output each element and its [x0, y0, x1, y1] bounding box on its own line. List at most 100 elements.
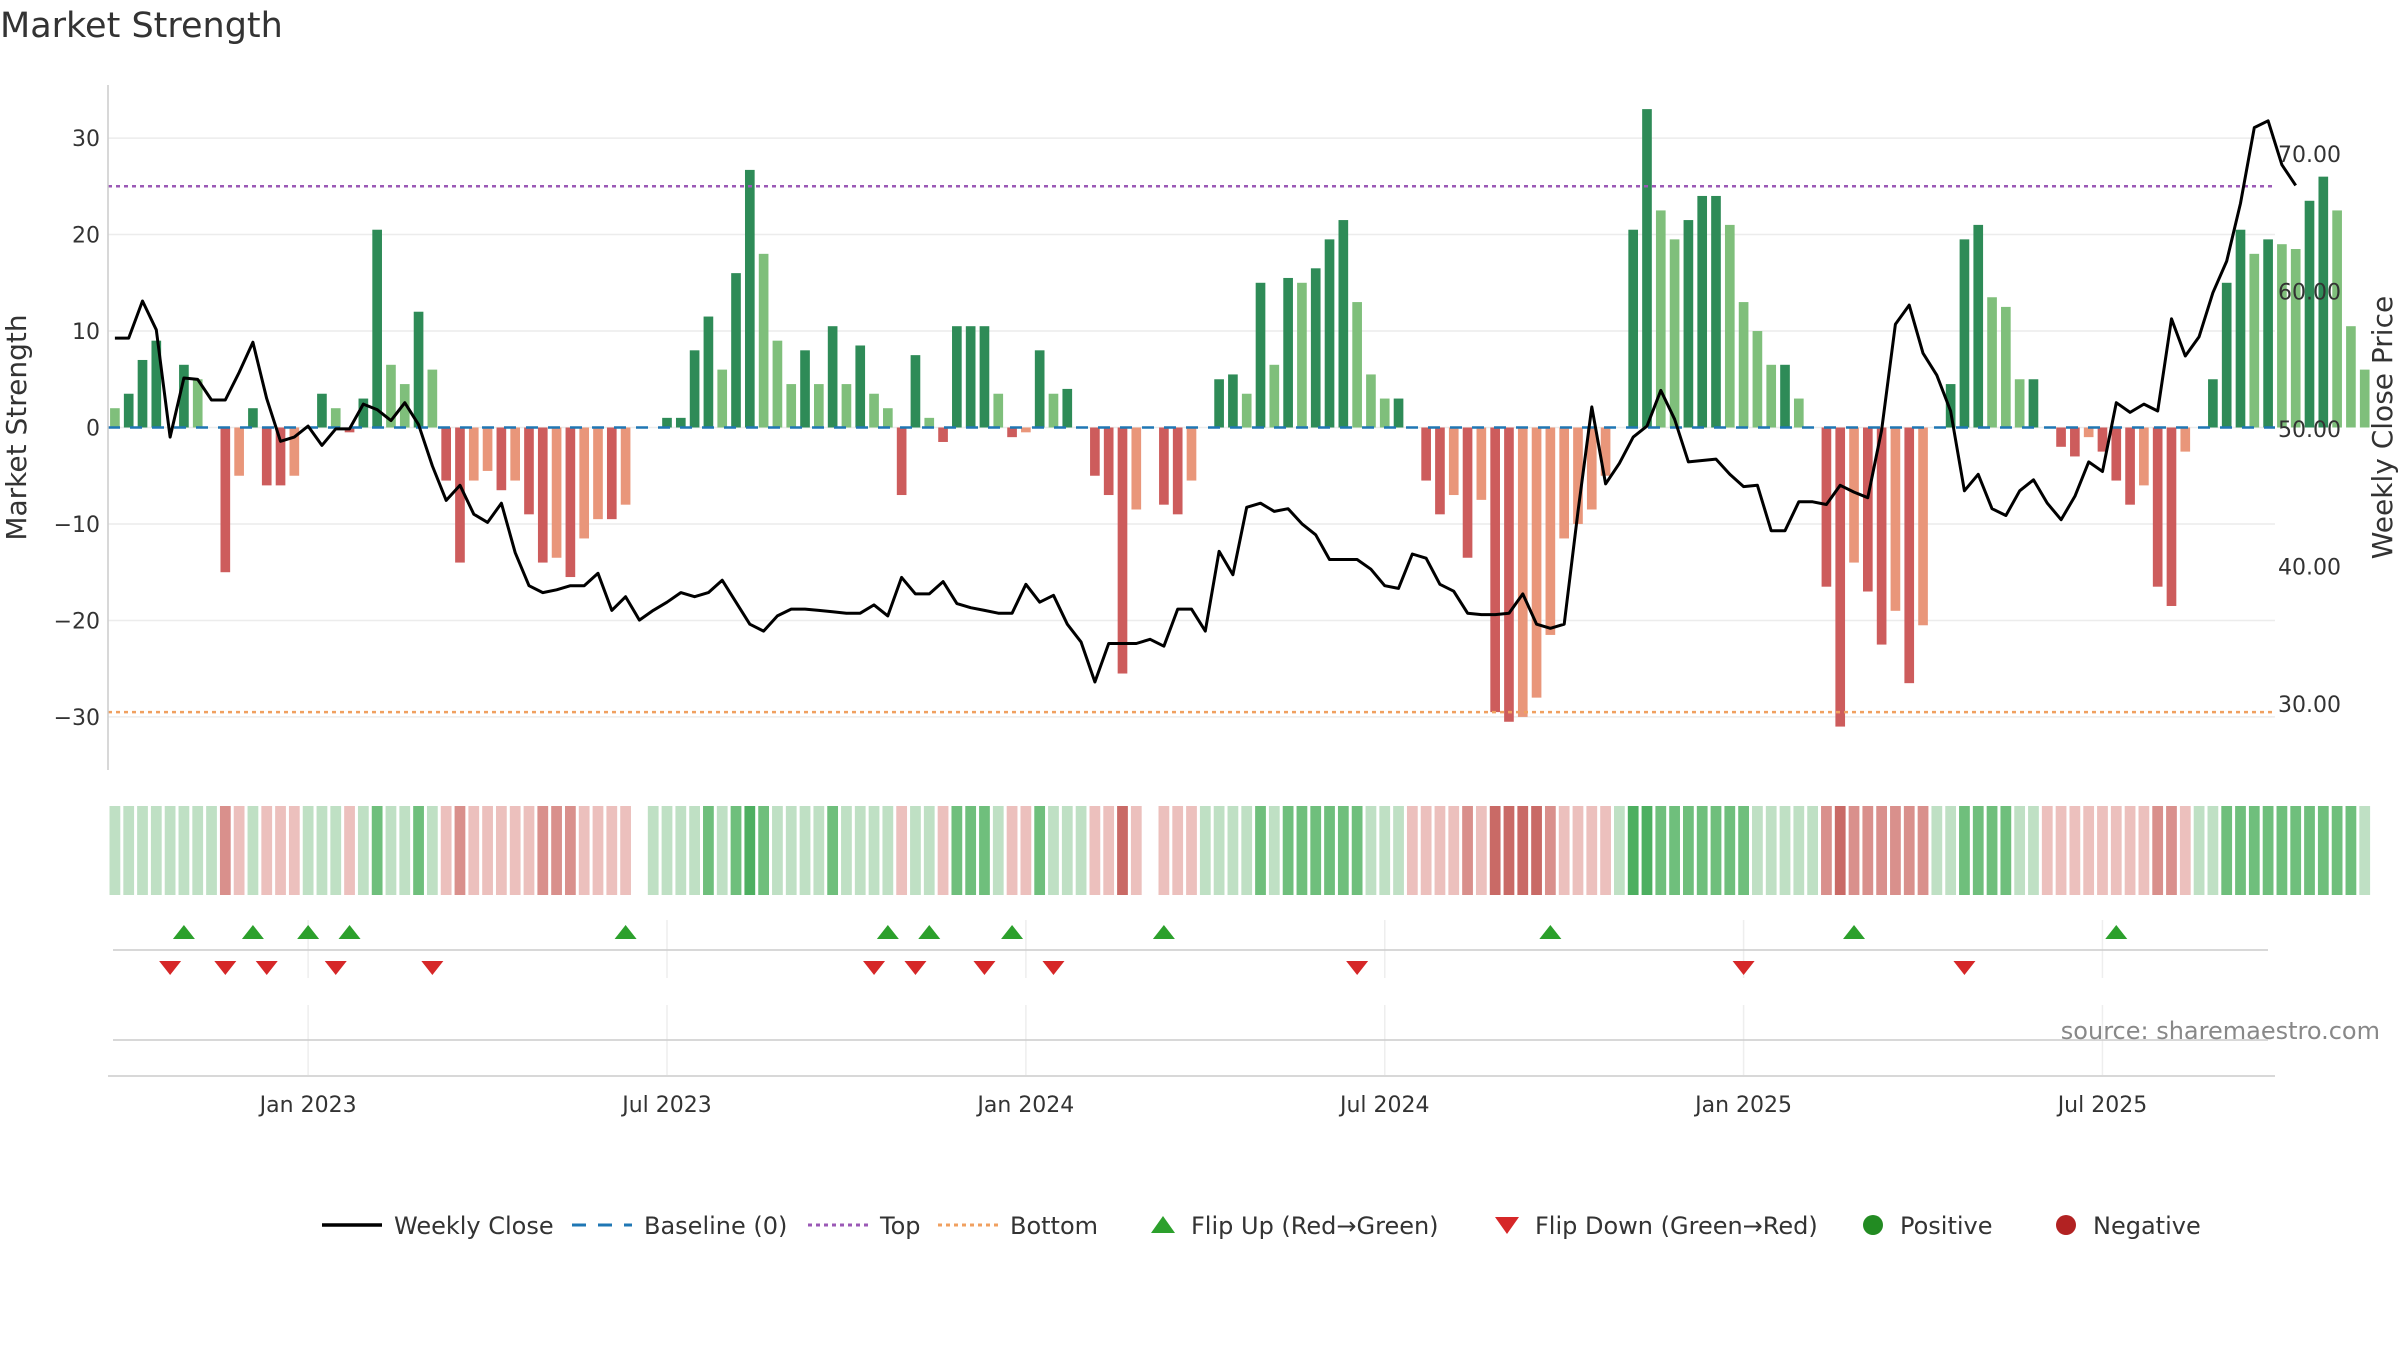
- state-cell: [896, 806, 908, 895]
- strength-bar: [2346, 326, 2356, 428]
- state-cell: [371, 806, 383, 895]
- strength-bar: [317, 393, 327, 428]
- state-cell: [1048, 806, 1059, 895]
- y2-tick-label: 40.00: [2278, 555, 2341, 580]
- state-cell: [1972, 806, 1984, 895]
- strength-bar: [1904, 427, 1915, 684]
- y-tick-label: −20: [54, 609, 100, 634]
- state-cell: [2055, 806, 2067, 895]
- strength-bar: [1545, 427, 1556, 635]
- legend-item: Baseline (0): [572, 1212, 787, 1240]
- legend-item: Flip Down (Green→Red): [1495, 1212, 1818, 1240]
- strength-bar: [137, 359, 148, 428]
- state-cell: [468, 806, 480, 895]
- strength-bar: [1490, 427, 1500, 713]
- strength-bar: [1034, 350, 1045, 428]
- state-cell: [772, 806, 783, 895]
- strength-bar: [2304, 200, 2315, 428]
- y-tick-label: 20: [72, 224, 100, 249]
- state-cell: [1089, 806, 1101, 895]
- strength-bar: [758, 253, 769, 428]
- strength-bar: [2152, 427, 2163, 587]
- legend-label: Top: [879, 1212, 921, 1240]
- strength-bar: [372, 229, 382, 428]
- strength-bar: [855, 345, 866, 428]
- y-tick-label: 30: [72, 127, 100, 152]
- state-cell: [1641, 806, 1653, 895]
- flip-up-marker: [876, 925, 899, 939]
- state-cell: [1503, 806, 1515, 895]
- legend-label: Flip Up (Red→Green): [1191, 1212, 1439, 1240]
- strength-bar: [220, 427, 231, 573]
- strength-bar: [2125, 427, 2135, 505]
- state-cell: [2193, 806, 2205, 895]
- strength-bar: [1987, 297, 1997, 428]
- state-cell: [2097, 806, 2108, 895]
- state-cell: [1006, 806, 1018, 895]
- state-cell: [2221, 806, 2233, 895]
- strength-bar: [1504, 427, 1514, 722]
- strength-bar: [965, 326, 976, 428]
- state-cell: [1434, 806, 1446, 895]
- state-cell: [1834, 806, 1846, 895]
- state-cell: [1752, 806, 1763, 895]
- strength-bar: [1159, 427, 1169, 505]
- state-cell: [1172, 806, 1184, 895]
- state-cell: [2304, 806, 2315, 895]
- state-cell: [2124, 806, 2136, 895]
- flip-up-marker: [172, 925, 195, 939]
- state-cell: [992, 806, 1004, 895]
- state-cell: [2276, 806, 2288, 895]
- state-cell: [1034, 806, 1046, 895]
- strength-bar: [1062, 388, 1073, 428]
- strength-bar: [1241, 393, 1252, 428]
- strength-bar: [2001, 306, 2011, 428]
- strength-bar: [703, 316, 714, 428]
- state-cell: [1986, 806, 1998, 895]
- strength-bar: [1269, 364, 1280, 428]
- state-cell: [2069, 806, 2081, 895]
- strength-bar: [1172, 427, 1183, 515]
- strength-bar: [1945, 384, 1956, 428]
- strength-bar: [1849, 427, 1859, 563]
- state-cell: [2166, 806, 2177, 895]
- state-cell: [1117, 806, 1128, 895]
- state-cell: [178, 806, 190, 895]
- state-cell: [288, 806, 300, 895]
- strength-bar: [786, 384, 797, 428]
- strength-bar: [510, 427, 521, 481]
- state-cell: [799, 806, 811, 895]
- strength-bar: [2014, 379, 2025, 428]
- state-cell: [123, 806, 135, 895]
- strength-bar: [979, 326, 990, 428]
- flip-up-marker: [1843, 925, 1866, 939]
- strength-bar: [744, 169, 755, 428]
- reference-lines: [108, 185, 2275, 714]
- state-cell: [1862, 806, 1874, 895]
- state-cell: [1696, 806, 1708, 895]
- state-cell: [1600, 806, 1611, 895]
- y-tick-label: 0: [86, 417, 100, 442]
- strength-bar: [2221, 282, 2232, 428]
- flip-up-marker: [918, 925, 941, 939]
- state-cell: [647, 806, 659, 895]
- strength-bar: [2208, 379, 2218, 428]
- strength-bar: [800, 350, 810, 428]
- state-cell: [454, 806, 466, 895]
- legend-item: Bottom: [938, 1212, 1098, 1240]
- strength-bar: [482, 427, 493, 471]
- state-cell: [827, 806, 839, 895]
- x-tick-label: Jan 2025: [1693, 1093, 1792, 1118]
- state-cell: [137, 806, 148, 895]
- strength-bar: [938, 427, 948, 442]
- legend-item: Top: [808, 1212, 921, 1240]
- state-cell: [1627, 806, 1639, 895]
- circle-icon: [2056, 1215, 2076, 1235]
- state-cell: [2041, 806, 2053, 895]
- flip-down-marker: [973, 961, 996, 975]
- legend-label: Positive: [1900, 1212, 1993, 1240]
- strength-bar: [192, 379, 203, 428]
- strength-bar: [1214, 379, 1224, 428]
- state-cell: [758, 806, 770, 895]
- strength-bar: [1738, 302, 1749, 428]
